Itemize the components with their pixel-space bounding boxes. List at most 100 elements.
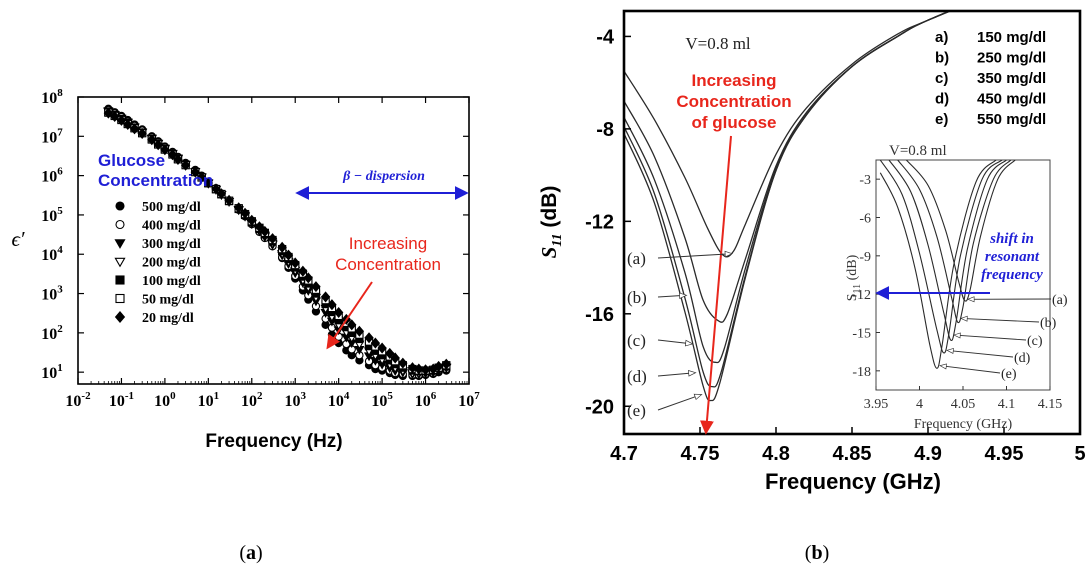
legend-label: 350 mg/dl — [977, 70, 1046, 87]
x-tick-label: 106 — [415, 390, 437, 410]
x-tick-exp: 6 — [431, 390, 437, 402]
increasing-label-line-1: Increasing — [349, 234, 427, 253]
y-tick-label: 102 — [41, 323, 63, 343]
x-tick-base: 10 — [458, 393, 474, 410]
plot-b-ylabel-unit: (dB) — [538, 186, 561, 234]
x-tick-base: 10 — [415, 393, 431, 410]
y-tick-label: 107 — [41, 126, 63, 146]
inset-curve-e — [879, 160, 997, 369]
legend-marker — [115, 201, 125, 211]
b-increasing-line-1: Increasing — [691, 71, 776, 90]
inset-curve-label-arrow — [939, 363, 1001, 374]
legend-label: 400 mg/dl — [142, 219, 201, 234]
x-tick-label: 104 — [328, 390, 350, 410]
curve-label-c: (c) — [627, 331, 646, 350]
legend-marker — [114, 257, 126, 268]
inset-curve-label-b: (b) — [1040, 316, 1057, 331]
y-tick-label: -20 — [585, 396, 614, 418]
x-tick-exp: 7 — [474, 390, 480, 402]
inset-x-tick-label: 4 — [916, 397, 923, 412]
data-point — [311, 281, 321, 293]
data-point — [298, 265, 308, 277]
data-point — [173, 153, 183, 165]
y-tick-base: 10 — [41, 208, 57, 225]
x-tick-label: 10-1 — [109, 390, 134, 410]
plot-b-volume-label: V=0.8 ml — [685, 34, 751, 53]
plot-a-x-ticks: 10-2 10-1 100 101 102 103 104 105 106 107 — [65, 97, 480, 410]
x-tick-label: 4.95 — [985, 443, 1024, 465]
inset-ylabel-sub: 11 — [852, 284, 863, 294]
y-tick-label: 105 — [41, 205, 63, 225]
data-point — [364, 332, 374, 344]
legend-key: b) — [935, 50, 949, 67]
inset-curve-d — [879, 160, 1003, 354]
y-tick-exp: 6 — [57, 166, 63, 178]
inset-xlabel: Frequency (GHz) — [914, 417, 1013, 432]
x-tick-label: 4.9 — [914, 443, 942, 465]
inset-plot: 3.95 4 4.05 4.1 4.15 -3 -6 -9 -12 -15 -18 Frequen… — [845, 143, 1068, 432]
data-point — [277, 241, 287, 253]
panel-b: 4.7 4.75 4.8 4.85 4.9 4.95 5 -4 -8 -12 -16 -20 Fre… — [537, 9, 1086, 494]
data-point — [196, 171, 207, 183]
y-tick-exp: 7 — [57, 126, 63, 138]
data-point — [110, 110, 120, 122]
data-point — [407, 362, 418, 374]
caption-b: (b) — [805, 542, 829, 564]
increasing-label-line-2: Concentration — [335, 255, 441, 274]
y-tick-label: 101 — [41, 362, 63, 382]
data-point — [441, 358, 451, 370]
x-tick-label: 4.75 — [681, 443, 720, 465]
x-tick-exp: 4 — [344, 390, 350, 402]
inset-curve-label-c: (c) — [1027, 334, 1043, 349]
x-tick-exp: -1 — [125, 390, 134, 402]
y-tick-label: 108 — [41, 87, 63, 107]
inset-ylabel: S11 (dB) — [845, 254, 863, 301]
plot-b-y-ticks: -4 -8 -12 -16 -20 — [585, 26, 631, 418]
x-tick-label: 10-2 — [65, 390, 91, 410]
inset-y-tick-label: -18 — [852, 365, 871, 380]
data-point — [116, 114, 127, 126]
legend-key: d) — [935, 91, 949, 108]
y-tick-label: 106 — [41, 166, 63, 186]
legend-title-line-2: Concentration — [98, 171, 213, 190]
y-tick-label: -16 — [585, 304, 614, 326]
data-point — [153, 139, 163, 151]
inset-curve-c — [888, 160, 1007, 342]
x-tick-label: 5 — [1074, 443, 1085, 465]
inset-curve-label-e: (e) — [1001, 367, 1017, 382]
plot-a-xlabel: Frequency (Hz) — [205, 431, 342, 452]
plot-b-ylabel-s: S — [537, 247, 561, 259]
legend-marker — [115, 293, 125, 304]
x-tick-base: 10 — [284, 393, 300, 410]
inset-y-tick-label: -3 — [859, 173, 871, 188]
data-point — [123, 118, 133, 131]
legend-label: 50 mg/dl — [142, 293, 194, 308]
data-point — [160, 144, 170, 156]
y-tick-exp: 4 — [57, 244, 63, 256]
x-tick-exp: -2 — [81, 390, 91, 402]
inset-curves — [879, 160, 1016, 369]
x-tick-label: 4.85 — [833, 443, 872, 465]
y-tick-label: 104 — [41, 244, 63, 264]
plot-b-legend: a) 150 mg/dl b) 250 mg/dl c) 350 mg/dl d) 450 m… — [935, 29, 1046, 128]
data-point — [283, 249, 294, 261]
plot-a-legend: 500 mg/dl 400 mg/dl 300 mg/dl 200 mg/dl 100 … — [114, 200, 201, 326]
legend-marker — [115, 219, 125, 230]
shift-label-line-2: resonant — [985, 249, 1040, 265]
legend-key: c) — [935, 70, 948, 87]
x-tick-base: 10 — [154, 393, 170, 410]
data-point — [147, 134, 157, 146]
curve-label-d: (d) — [627, 367, 647, 386]
curve-label-b: (b) — [627, 288, 647, 307]
data-point — [333, 306, 344, 319]
data-point — [347, 319, 357, 331]
shift-label-line-1: shift in — [989, 231, 1034, 247]
data-point — [180, 159, 191, 171]
inset-curve-a — [905, 160, 1016, 302]
caption-b-letter: b — [811, 542, 822, 564]
data-point — [224, 194, 234, 206]
x-tick-base: 10 — [65, 393, 81, 410]
y-tick-base: 10 — [41, 90, 57, 107]
